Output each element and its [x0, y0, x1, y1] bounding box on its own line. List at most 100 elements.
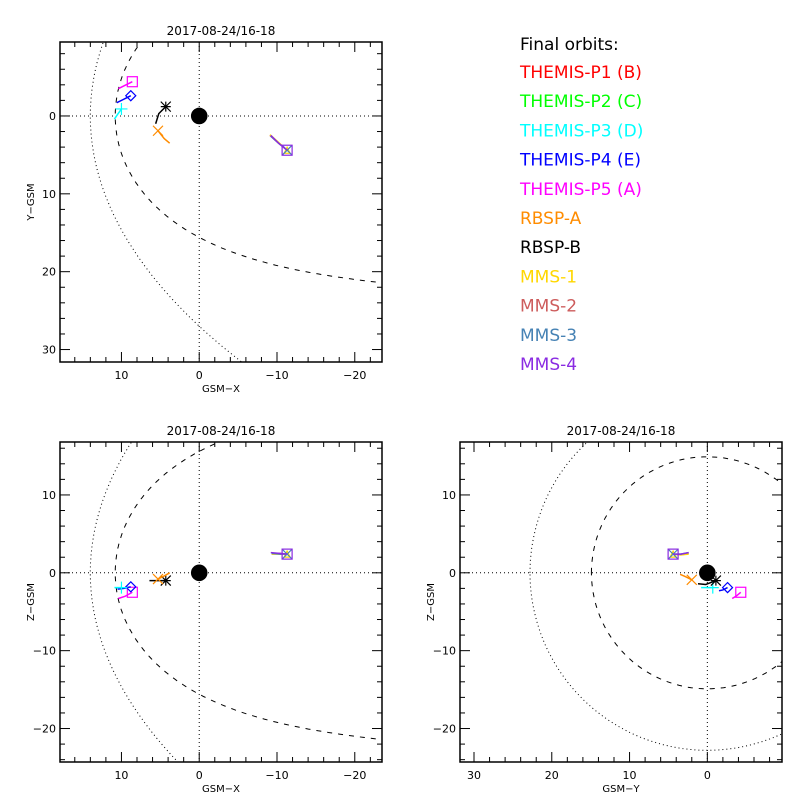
y-tick-label: 10	[42, 489, 56, 502]
x-tick-label: −10	[265, 769, 288, 782]
x-tick-label: 10	[114, 769, 128, 782]
earth-marker	[190, 107, 208, 125]
spacecraft-marker	[686, 574, 698, 586]
spacecraft-marker	[283, 145, 292, 154]
y-tick-label: 0	[49, 567, 56, 580]
y-tick-label: 20	[42, 266, 56, 279]
legend-item: MMS-2	[520, 297, 577, 317]
bow-shock-curve	[89, 442, 179, 762]
y-tick-label: 0	[49, 110, 56, 123]
square-marker	[667, 548, 679, 560]
x-marker	[686, 574, 698, 586]
plot-frame	[59, 41, 383, 363]
plot-area	[460, 442, 782, 762]
chart-title: 2017-08-24/16-18	[167, 24, 276, 38]
y-axis-label: Z−GSM	[426, 583, 437, 621]
spacecraft-marker	[115, 102, 128, 115]
axis-ticks	[60, 42, 382, 362]
square-marker	[126, 586, 138, 598]
diamond-marker	[124, 89, 137, 102]
plot-frame	[59, 441, 383, 763]
spacecraft-marker	[160, 575, 172, 587]
orbit-track	[697, 579, 717, 586]
axis-ticks	[60, 442, 382, 762]
orbit-track	[270, 551, 288, 555]
y-tick-label: 30	[42, 344, 56, 357]
x-tick-label: 10	[623, 769, 637, 782]
legend-item: THEMIS-P5 (A)	[519, 180, 642, 200]
x-tick-label: −20	[343, 769, 366, 782]
legend-item: THEMIS-P1 (B)	[519, 63, 642, 83]
square-marker	[126, 76, 138, 88]
y-tick-label: −10	[33, 645, 56, 658]
y-tick-label: −20	[433, 723, 456, 736]
spacecraft-marker	[710, 575, 722, 587]
square-marker	[735, 586, 747, 598]
spacecraft-marker	[115, 581, 128, 594]
orbit-track	[679, 573, 693, 581]
x-tick-label: 0	[196, 369, 203, 382]
orbit-track	[673, 551, 689, 555]
y-axis-label: Y−GSM	[26, 183, 37, 221]
x-tick-label: −10	[265, 369, 288, 382]
diamond-marker	[124, 580, 137, 593]
spacecraft-marker	[152, 573, 164, 585]
x-marker	[152, 125, 164, 137]
spacecraft-marker	[667, 548, 679, 560]
plus-marker	[115, 581, 128, 594]
asterisk-marker	[710, 575, 722, 587]
legend-item: RBSP-A	[520, 209, 582, 229]
orbit-track	[117, 586, 131, 590]
y-tick-label: 10	[442, 489, 456, 502]
plot-area	[60, 42, 382, 362]
legend-item: THEMIS-P4 (E)	[519, 151, 641, 171]
legend-item: MMS-1	[520, 267, 577, 287]
y-tick-label: −20	[33, 723, 56, 736]
x-axis-label: GSM−X	[202, 384, 240, 395]
orbit-track	[116, 95, 132, 104]
spacecraft-marker	[281, 144, 293, 156]
x-tick-label: 0	[704, 769, 711, 782]
plot-frame	[459, 441, 783, 763]
spacecraft-marker	[281, 548, 293, 560]
bow-shock-curve	[529, 442, 782, 751]
y-tick-label: −10	[433, 645, 456, 658]
earth-marker	[190, 564, 208, 582]
triangle-marker	[283, 145, 292, 154]
x-marker	[667, 548, 679, 560]
spacecraft-marker	[124, 89, 137, 102]
x-axis-label: GSM−Y	[602, 784, 640, 795]
spacecraft-marker	[667, 548, 679, 560]
spacecraft-marker	[124, 580, 137, 593]
spacecraft-marker	[126, 586, 138, 598]
square-marker	[281, 548, 293, 560]
orbit-track	[157, 572, 171, 580]
orbit-track	[117, 81, 133, 90]
spacecraft-marker	[152, 125, 164, 137]
legend-title: Final orbits:	[520, 35, 619, 55]
legend-item: THEMIS-P3 (D)	[519, 121, 643, 141]
panel-top-left: 2017-08-24/16-18 10 0 −10 −20 0 10 20 30 GSM−X Y−G…	[26, 24, 383, 395]
legend: Final orbits: THEMIS-P1 (B) THEMIS-P2 (C)…	[519, 35, 643, 375]
square-marker	[281, 144, 293, 156]
spacecraft-marker	[160, 101, 172, 113]
x-tick-label: 20	[545, 769, 559, 782]
legend-item: MMS-3	[520, 326, 577, 346]
legend-item: MMS-4	[520, 355, 577, 375]
x-tick-label: 0	[196, 769, 203, 782]
asterisk-marker	[160, 575, 172, 587]
y-tick-label: 10	[42, 188, 56, 201]
legend-item: THEMIS-P2 (C)	[519, 92, 642, 112]
panel-bottom-left: 2017-08-24/16-18 10 0 −10 −20 10 0 −10 −20 GSM−X Z…	[26, 424, 383, 795]
panel-bottom-right: 2017-08-24/16-18 30 20 10 0 10 0 −10 −20 GSM−Y Z−G…	[426, 424, 783, 795]
orbit-track	[154, 106, 167, 124]
x-axis-label: GSM−X	[202, 784, 240, 795]
x-tick-label: 10	[114, 369, 128, 382]
asterisk-marker	[160, 101, 172, 113]
y-axis-label: Z−GSM	[26, 583, 37, 621]
orbit-track	[118, 591, 133, 600]
spacecraft-marker	[735, 586, 747, 598]
plot-area	[60, 442, 382, 762]
x-tick-label: −20	[343, 369, 366, 382]
